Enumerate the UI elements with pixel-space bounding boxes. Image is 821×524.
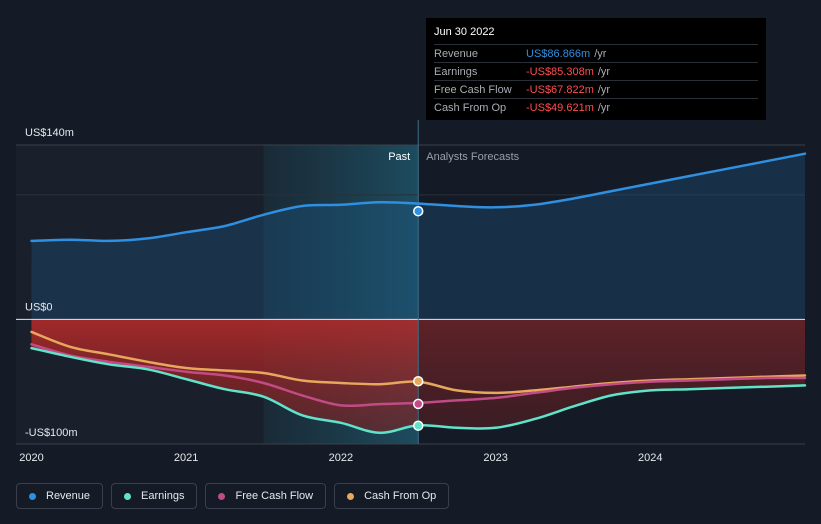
- tooltip-unit: /yr: [597, 83, 611, 96]
- tooltip-row-revenue: Revenue US$86.866m /yr: [434, 44, 758, 62]
- y-tick-label: US$0: [25, 301, 53, 313]
- tooltip-unit: /yr: [597, 101, 611, 114]
- tooltip-label: Cash From Op: [434, 101, 507, 114]
- tooltip-value: -US$85.308m: [526, 65, 594, 78]
- tooltip-value: US$86.866m: [526, 47, 591, 60]
- legend-dot-icon: [124, 492, 132, 500]
- tooltip-row-cash-from-op: Cash From Op -US$49.621m /yr: [434, 98, 758, 116]
- tooltip-value: -US$49.621m: [526, 101, 594, 114]
- legend-label: Revenue: [46, 490, 91, 502]
- earnings-marker: [412, 420, 424, 431]
- revenue-line: [30, 152, 807, 243]
- tooltip-row-earnings: Earnings -US$85.308m /yr: [434, 62, 758, 80]
- legend-dot-icon: [218, 492, 226, 500]
- tooltip-value: -US$67.822m: [526, 83, 594, 96]
- tooltip-label: Free Cash Flow: [434, 83, 512, 96]
- tooltip-row-free-cash-flow: Free Cash Flow -US$67.822m /yr: [434, 80, 758, 98]
- legend-item-revenue[interactable]: Revenue: [16, 483, 104, 509]
- y-tick-label: -US$100m: [25, 427, 78, 439]
- loss-area-forecast: [418, 319, 805, 429]
- chart-legend: Revenue Earnings Free Cash Flow Cash Fro…: [16, 483, 450, 509]
- legend-item-cash-from-op[interactable]: Cash From Op: [334, 483, 450, 509]
- legend-dot-icon: [29, 492, 36, 500]
- x-tick-label: 2023: [483, 452, 507, 464]
- tooltip-label: Earnings: [434, 65, 478, 78]
- tooltip-unit: /yr: [594, 47, 607, 60]
- legend-label: Free Cash Flow: [235, 490, 314, 502]
- legend-item-free-cash-flow[interactable]: Free Cash Flow: [205, 483, 327, 509]
- revenue-marker: [412, 205, 424, 217]
- tooltip-panel: Jun 30 2022 Revenue US$86.866m /yr Earni…: [426, 18, 766, 120]
- legend-label: Earnings: [141, 490, 185, 502]
- legend-dot-icon: [347, 492, 355, 500]
- tooltip-date: Jun 30 2022: [434, 26, 495, 38]
- x-tick-label: 2024: [638, 452, 662, 464]
- legend-item-earnings[interactable]: Earnings: [111, 483, 198, 509]
- y-tick-label: US$140m: [25, 127, 74, 139]
- financial-chart: 2020 2021 2022 2023 2024 US$140m US$0 -US$100m P…: [16, 120, 807, 464]
- past-label: Past: [388, 151, 410, 163]
- legend-label: Cash From Op: [364, 490, 437, 502]
- x-tick-label: 2021: [174, 452, 198, 464]
- x-tick-label: 2022: [329, 452, 353, 464]
- cash-from-op-marker: [412, 375, 424, 387]
- tooltip-label: Revenue: [434, 47, 479, 60]
- tooltip-unit: /yr: [597, 65, 611, 78]
- forecast-label: Analysts Forecasts: [426, 151, 519, 163]
- x-tick-label: 2020: [19, 452, 43, 464]
- free-cash-flow-marker: [412, 398, 424, 410]
